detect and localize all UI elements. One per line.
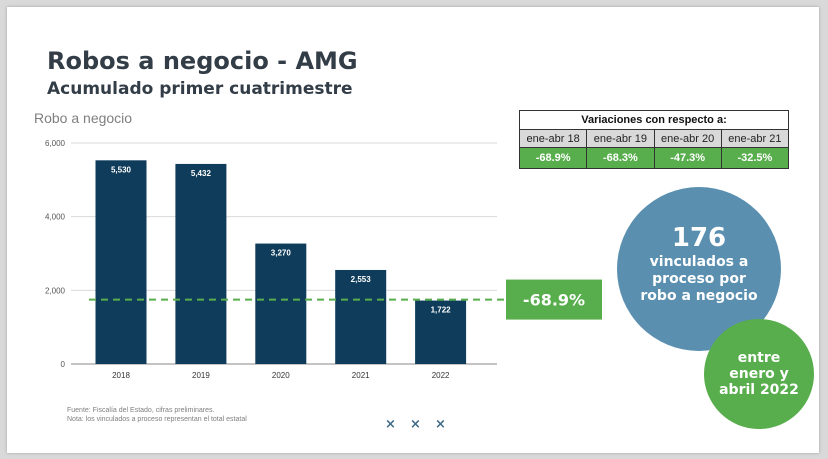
x-tick-label: 2018	[112, 371, 130, 380]
highlight-text: vinculados a proceso por robo a negocio	[640, 253, 758, 304]
bar	[175, 163, 227, 364]
bar	[95, 160, 147, 364]
y-tick-label: 0	[61, 360, 66, 369]
bar-value-label: 2,553	[351, 275, 372, 284]
slide-title: Robos a negocio - AMG	[47, 47, 358, 75]
footnote-note: Nota: los vinculados a proceso represent…	[67, 416, 247, 423]
variation-value: -47.3%	[653, 147, 722, 169]
bar	[335, 269, 387, 364]
y-tick-label: 2,000	[45, 286, 66, 295]
y-tick-label: 4,000	[45, 213, 66, 222]
slide-subtitle: Acumulado primer cuatrimestre	[47, 79, 353, 99]
close-icon: ×	[435, 417, 446, 432]
close-icon: ×	[385, 417, 396, 432]
variations-header: Variaciones con respecto a:	[519, 110, 789, 130]
variation-period: ene-abr 20	[653, 129, 722, 148]
close-icon: ×	[410, 417, 421, 432]
period-note: entre enero y abril 2022	[719, 350, 799, 398]
variation-value: -68.3%	[586, 147, 655, 169]
reference-label-box	[506, 279, 602, 320]
bar-value-label: 1,722	[431, 306, 452, 315]
variation-period: ene-abr 21	[720, 129, 790, 148]
variations-table: Variaciones con respecto a: ene-abr 18 e…	[518, 110, 790, 169]
reference-label: -68.9%	[523, 291, 585, 310]
variation-value: -32.5%	[720, 147, 790, 169]
highlight-number: 176	[671, 222, 727, 253]
footnote-source: Fuente: Fiscalía del Estado, cifras prel…	[67, 407, 215, 414]
bar-value-label: 5,530	[111, 165, 132, 174]
x-tick-label: 2022	[432, 371, 450, 380]
bar-value-label: 3,270	[271, 249, 292, 258]
bar-value-label: 5,432	[191, 169, 212, 178]
y-tick-label: 6,000	[45, 139, 66, 148]
variation-period: ene-abr 19	[586, 129, 655, 148]
period-circle: entre enero y abril 2022	[704, 319, 814, 429]
bar	[415, 300, 467, 364]
bar	[255, 243, 307, 364]
bar-chart: Robo a negocio 0 2,000 4,000 6,000 5,530 2018 5…	[34, 110, 602, 380]
slide: Robos a negocio - AMG Acumulado primer c…	[7, 7, 819, 453]
chart-title: Robo a negocio	[34, 110, 132, 126]
x-tick-label: 2021	[352, 371, 370, 380]
variation-value: -68.9%	[518, 147, 588, 169]
variation-period: ene-abr 18	[518, 129, 588, 148]
x-tick-label: 2020	[272, 371, 290, 380]
x-tick-label: 2019	[192, 371, 210, 380]
